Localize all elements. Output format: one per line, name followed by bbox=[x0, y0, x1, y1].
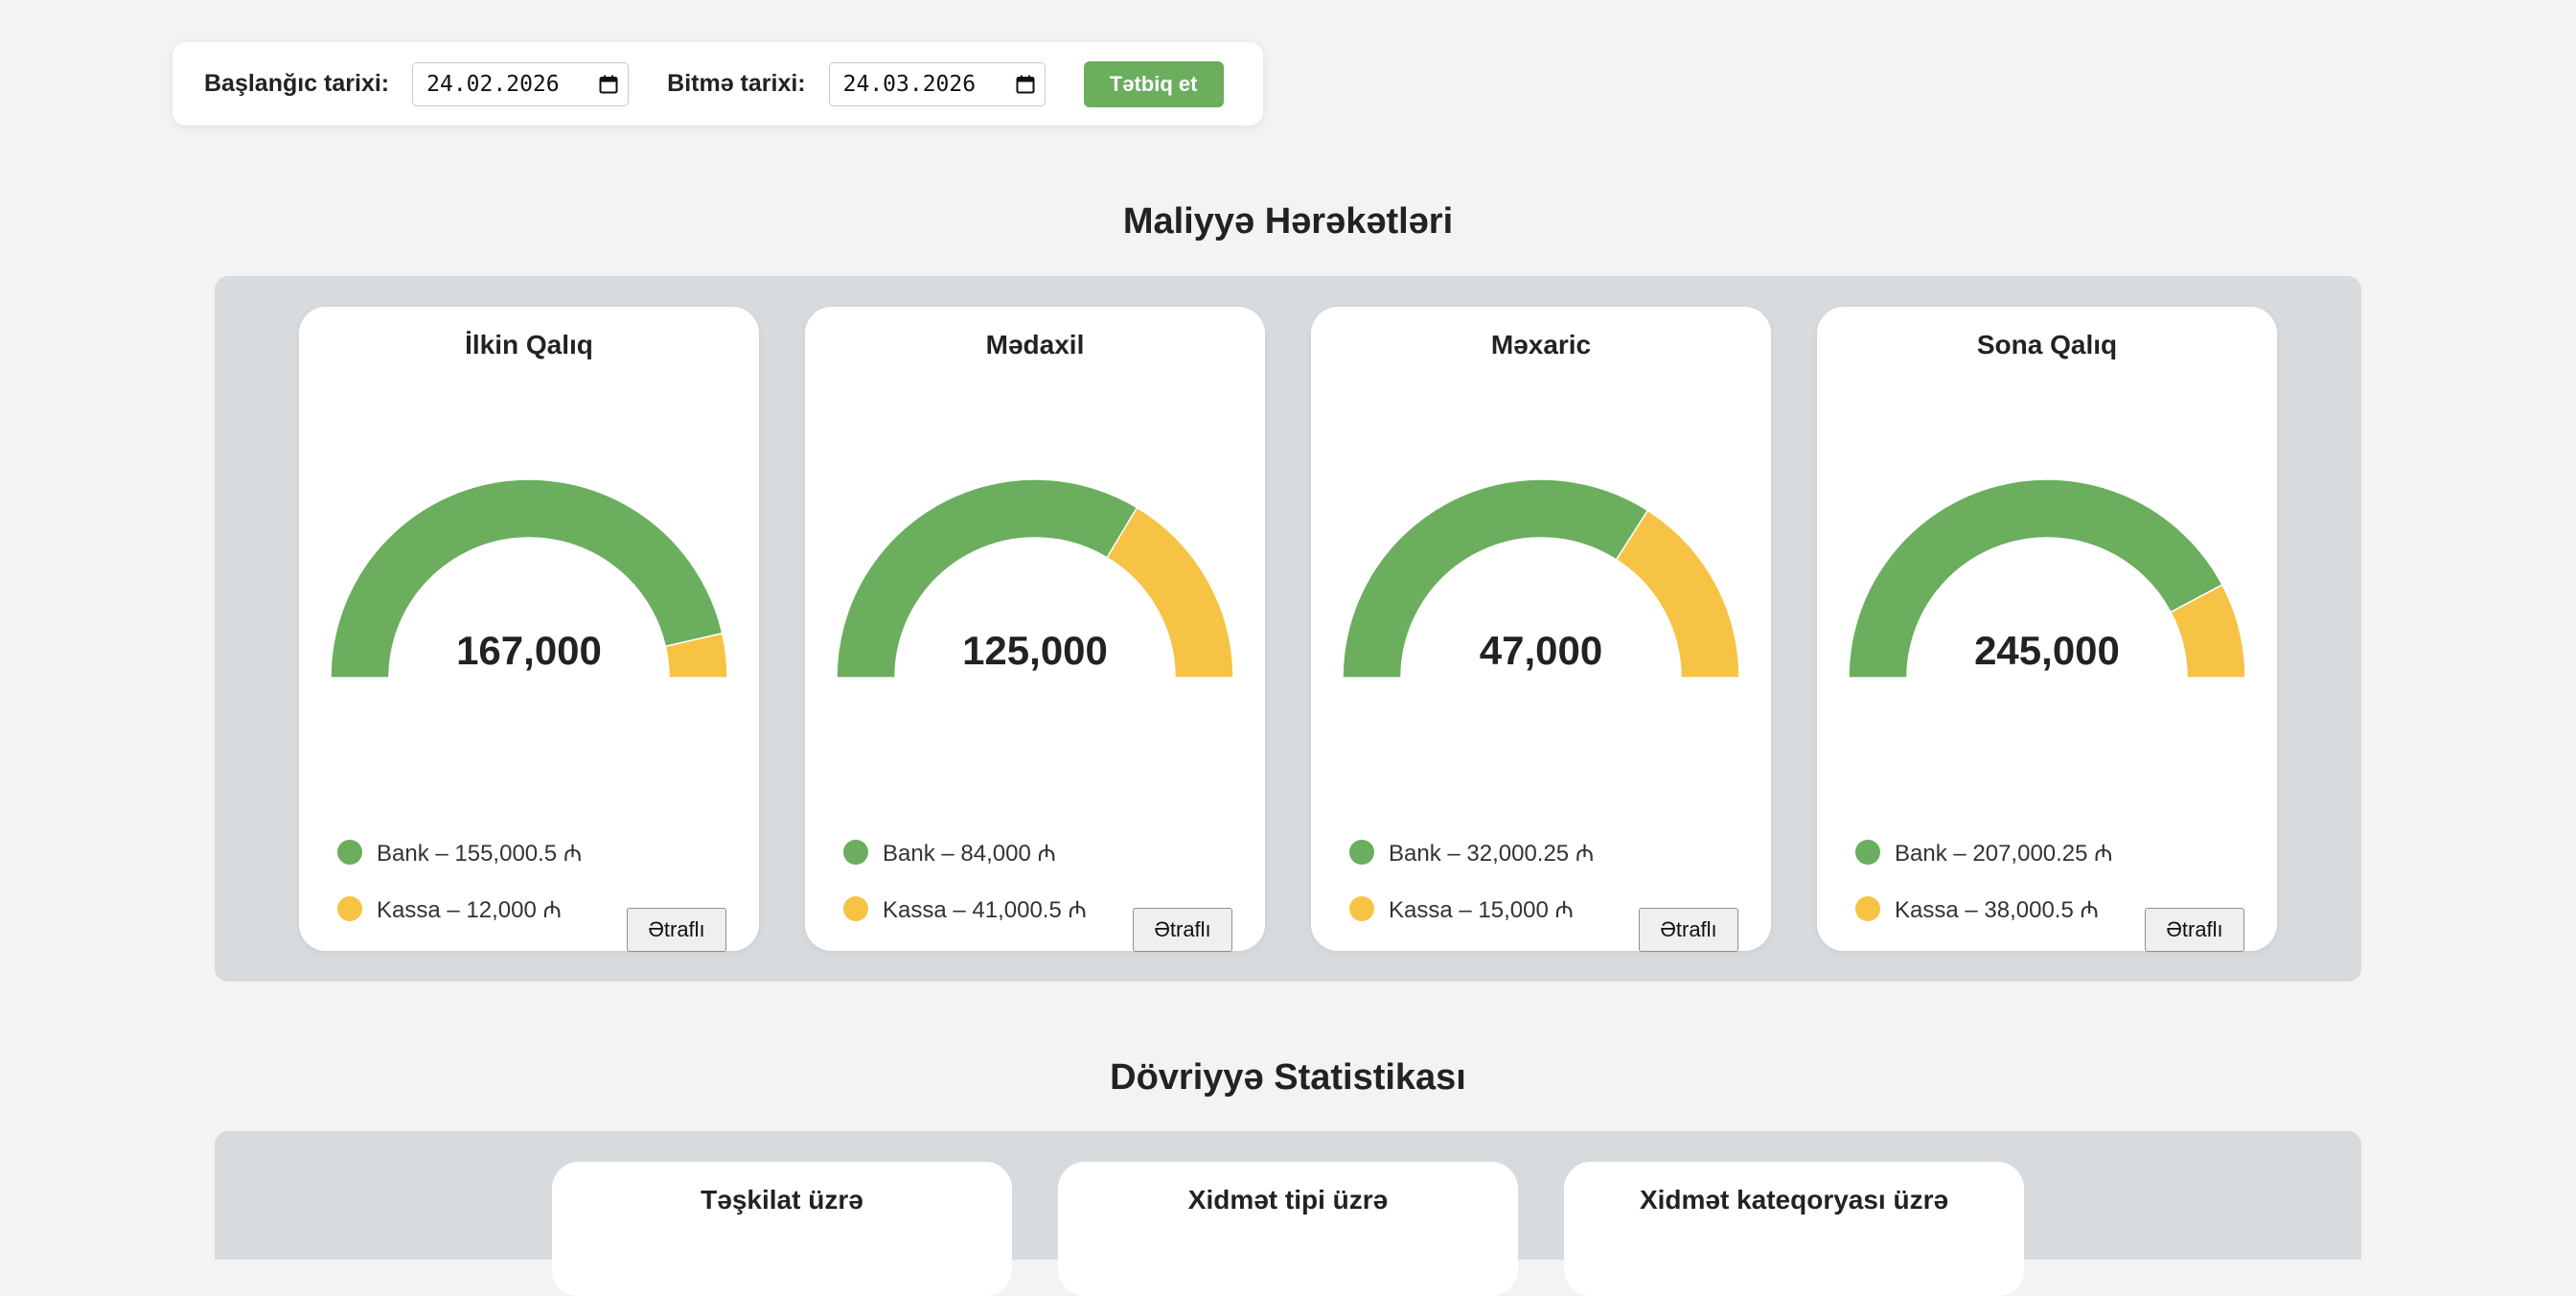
gauge-segment-kassa bbox=[2169, 584, 2245, 679]
stat-card-title: Təşkilat üzrə bbox=[701, 1185, 863, 1215]
kassa-dot-icon bbox=[337, 896, 362, 921]
end-date-value: 24.03.2026 bbox=[842, 71, 977, 97]
gauge-chart bbox=[331, 479, 727, 679]
legend-kassa: Kassa – 12,000 ₼ bbox=[337, 894, 562, 923]
end-date-label: Bitmə tarixi: bbox=[667, 70, 806, 97]
finance-card: Sona Qalıq 245,000 Bank – 207,000.25 ₼ K… bbox=[1817, 307, 2277, 952]
bank-dot-icon bbox=[1349, 840, 1374, 865]
details-button[interactable]: Ətraflı bbox=[1133, 908, 1232, 952]
card-title: Mədaxil bbox=[985, 330, 1085, 359]
start-date-label: Başlanğıc tarixi: bbox=[204, 70, 390, 97]
kassa-dot-icon bbox=[1349, 896, 1374, 921]
legend-bank-label: Bank – 32,000.25 ₼ bbox=[1389, 840, 1595, 867]
legend-bank: Bank – 84,000 ₼ bbox=[843, 838, 1056, 867]
calendar-icon[interactable] bbox=[1016, 75, 1035, 94]
gauge-total-value: 125,000 bbox=[962, 628, 1108, 673]
gauge-total-value: 167,000 bbox=[456, 628, 602, 673]
legend-kassa-label: Kassa – 41,000.5 ₼ bbox=[883, 896, 1087, 923]
start-date-value: 24.02.2026 bbox=[426, 71, 560, 97]
end-date-input[interactable]: 24.03.2026 bbox=[828, 61, 1046, 106]
gauge-total-value: 47,000 bbox=[1479, 628, 1603, 673]
legend-kassa: Kassa – 15,000 ₼ bbox=[1349, 894, 1574, 923]
gauge-segment-bank bbox=[1343, 479, 1649, 679]
apply-button[interactable]: Tətbiq et bbox=[1083, 60, 1224, 107]
gauge-chart bbox=[1849, 479, 2245, 679]
details-button[interactable]: Ətraflı bbox=[2145, 908, 2244, 952]
gauge-segment-bank bbox=[1849, 479, 2223, 679]
start-date-input[interactable]: 24.02.2026 bbox=[412, 61, 630, 106]
legend-bank-label: Bank – 207,000.25 ₼ bbox=[1895, 840, 2113, 867]
gauge-segment-bank bbox=[837, 479, 1138, 679]
stat-card-title: Xidmət kateqoryası üzrə bbox=[1639, 1185, 1949, 1215]
card-title: Məxaric bbox=[1490, 330, 1592, 359]
finance-panel: İlkin Qalıq 167,000 Bank – 155,000.5 ₼ K… bbox=[215, 276, 2361, 982]
legend-kassa: Kassa – 41,000.5 ₼ bbox=[843, 894, 1087, 923]
kassa-dot-icon bbox=[843, 896, 868, 921]
legend-kassa-label: Kassa – 12,000 ₼ bbox=[377, 896, 562, 923]
legend-kassa-label: Kassa – 38,000.5 ₼ bbox=[1895, 896, 2099, 923]
turnover-section-title: Dövriyyə Statistikası bbox=[1110, 1057, 1466, 1098]
kassa-dot-icon bbox=[1855, 896, 1880, 921]
legend-bank: Bank – 207,000.25 ₼ bbox=[1855, 838, 2113, 867]
card-title: İlkin Qalıq bbox=[465, 330, 593, 359]
stat-card-title: Xidmət tipi üzrə bbox=[1187, 1185, 1389, 1215]
stat-card-organization: Təşkilat üzrə bbox=[552, 1162, 1012, 1296]
bank-dot-icon bbox=[337, 840, 362, 865]
legend-bank-label: Bank – 155,000.5 ₼ bbox=[377, 840, 583, 867]
finance-card: Mədaxil 125,000 Bank – 84,000 ₼ Kassa – … bbox=[805, 307, 1265, 952]
details-button[interactable]: Ətraflı bbox=[1639, 908, 1738, 952]
stat-card-service-category: Xidmət kateqoryası üzrə bbox=[1564, 1162, 2024, 1296]
bank-dot-icon bbox=[1855, 840, 1880, 865]
finance-section-title: Maliyyə Hərəkətləri bbox=[1122, 201, 1454, 242]
calendar-icon[interactable] bbox=[599, 75, 618, 94]
legend-bank: Bank – 155,000.5 ₼ bbox=[337, 838, 582, 867]
legend-kassa-label: Kassa – 15,000 ₼ bbox=[1389, 896, 1574, 923]
legend-bank: Bank – 32,000.25 ₼ bbox=[1349, 838, 1594, 867]
bank-dot-icon bbox=[843, 840, 868, 865]
gauge-segment-bank bbox=[331, 479, 724, 679]
finance-card: İlkin Qalıq 167,000 Bank – 155,000.5 ₼ K… bbox=[299, 307, 759, 952]
legend-bank-label: Bank – 84,000 ₼ bbox=[883, 840, 1056, 867]
gauge-total-value: 245,000 bbox=[1974, 628, 2120, 673]
finance-card: Məxaric 47,000 Bank – 32,000.25 ₼ Kassa … bbox=[1311, 307, 1771, 952]
details-button[interactable]: Ətraflı bbox=[627, 908, 726, 952]
legend-kassa: Kassa – 38,000.5 ₼ bbox=[1855, 894, 2099, 923]
gauge-segment-kassa bbox=[664, 632, 727, 679]
stat-card-service-type: Xidmət tipi üzrə bbox=[1058, 1162, 1518, 1296]
card-title: Sona Qalıq bbox=[1976, 330, 2118, 359]
date-filter-bar: Başlanğıc tarixi: 24.02.2026 Bitmə tarix… bbox=[172, 42, 1263, 126]
